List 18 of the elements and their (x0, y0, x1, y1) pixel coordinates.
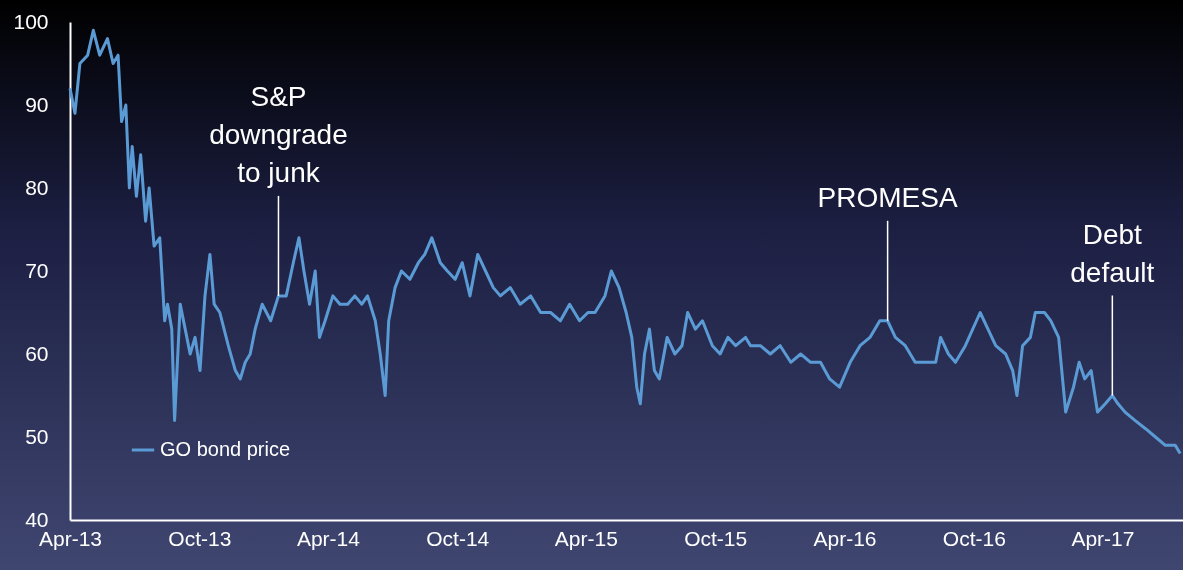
y-tick-label: 70 (25, 258, 49, 282)
x-tick-label: Apr-14 (296, 526, 361, 550)
y-tick-label: 80 (25, 175, 49, 199)
y-tick-label: 100 (13, 9, 49, 33)
x-tick-label: Oct-13 (168, 526, 232, 550)
x-tick-label: Apr-17 (1071, 526, 1135, 550)
x-tick-label: Oct-15 (684, 526, 748, 550)
annotation: Debt default (1070, 218, 1155, 288)
y-tick-label: 90 (25, 92, 49, 116)
x-tick-label: Oct-14 (426, 526, 490, 550)
annotation: PROMESA (817, 181, 958, 213)
legend-label: GO bond price (160, 438, 291, 460)
x-tick-label: Apr-15 (554, 526, 618, 550)
annotation: S&P downgrade to junk (209, 80, 348, 188)
y-tick-label: 50 (25, 424, 49, 448)
x-tick-label: Apr-16 (813, 526, 877, 550)
x-tick-label: Oct-16 (942, 526, 1006, 550)
y-tick-label: 60 (25, 341, 49, 365)
